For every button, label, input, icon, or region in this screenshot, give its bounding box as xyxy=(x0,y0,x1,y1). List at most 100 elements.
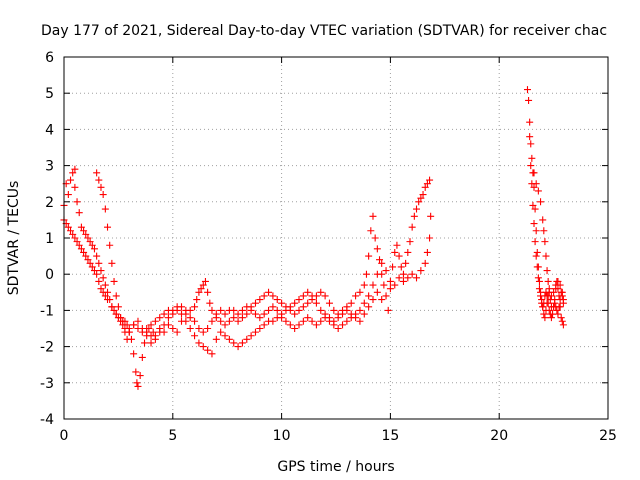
data-point xyxy=(373,245,381,253)
data-point xyxy=(286,303,294,311)
data-point xyxy=(151,335,159,343)
data-point xyxy=(141,339,149,347)
data-point xyxy=(199,328,207,336)
data-point xyxy=(527,162,535,170)
data-point xyxy=(291,325,299,332)
data-point xyxy=(544,277,552,285)
data-point xyxy=(421,183,429,191)
data-point xyxy=(69,230,77,238)
data-point xyxy=(93,169,101,177)
data-point xyxy=(212,314,220,322)
data-point xyxy=(530,183,538,191)
data-point xyxy=(339,321,347,329)
data-point xyxy=(82,252,90,260)
data-point xyxy=(269,317,277,325)
data-point xyxy=(404,274,412,282)
chart-title: Day 177 of 2021, Sidereal Day-to-day VTE… xyxy=(41,23,607,39)
data-point xyxy=(325,314,333,322)
data-point xyxy=(182,317,190,325)
data-point xyxy=(217,317,225,325)
data-point xyxy=(410,212,418,220)
data-point xyxy=(413,205,421,213)
data-point xyxy=(86,259,94,267)
data-point xyxy=(356,288,364,296)
data-point xyxy=(173,328,181,336)
data-point xyxy=(67,227,75,235)
data-point xyxy=(238,314,246,322)
data-point xyxy=(530,169,538,177)
data-point xyxy=(533,263,541,271)
data-point xyxy=(208,350,216,358)
data-point xyxy=(195,288,203,296)
data-point xyxy=(391,248,399,256)
data-point xyxy=(225,335,233,343)
data-point xyxy=(84,234,92,242)
data-point xyxy=(204,346,212,354)
data-point xyxy=(104,296,112,304)
data-point xyxy=(406,238,414,246)
data-point xyxy=(295,296,303,304)
y-tick-label: 1 xyxy=(45,231,54,247)
series-track-3 xyxy=(93,169,386,343)
data-point xyxy=(395,252,403,260)
data-point xyxy=(273,306,281,314)
data-point xyxy=(256,325,264,332)
data-point xyxy=(360,310,368,318)
data-point xyxy=(539,216,547,224)
data-point xyxy=(382,267,390,275)
data-point xyxy=(415,198,423,206)
data-point xyxy=(373,270,381,278)
data-point xyxy=(64,223,72,231)
y-tick-label: 3 xyxy=(45,159,54,175)
data-point xyxy=(334,314,342,322)
data-point xyxy=(559,296,567,304)
y-axis-label: SDTVAR / TECUs xyxy=(6,181,22,296)
data-point xyxy=(371,234,379,242)
data-point xyxy=(260,321,268,329)
data-point xyxy=(343,306,351,314)
data-point xyxy=(317,288,325,296)
data-point xyxy=(543,267,551,275)
data-point xyxy=(80,248,88,256)
data-point xyxy=(427,212,435,220)
data-point xyxy=(97,267,105,275)
series-track-6 xyxy=(530,169,567,304)
data-point xyxy=(523,86,531,94)
data-point xyxy=(108,259,116,267)
data-point xyxy=(112,292,120,300)
series-track-2 xyxy=(60,212,435,358)
data-point xyxy=(286,321,294,329)
data-point xyxy=(426,176,434,184)
data-point xyxy=(421,259,429,267)
data-point xyxy=(356,317,364,325)
data-point xyxy=(97,183,105,191)
data-point xyxy=(221,321,229,329)
data-point xyxy=(541,238,549,246)
data-point xyxy=(282,306,290,314)
data-point xyxy=(534,187,542,195)
data-point xyxy=(191,332,199,340)
data-point xyxy=(95,277,103,285)
y-tick-label: -2 xyxy=(40,340,54,356)
data-point xyxy=(151,317,159,325)
data-point xyxy=(386,277,394,285)
data-point xyxy=(545,285,553,293)
data-point xyxy=(352,292,360,300)
grid-lines xyxy=(64,57,608,419)
y-tick-label: 0 xyxy=(45,267,54,283)
data-point xyxy=(247,306,255,314)
data-point xyxy=(84,256,92,264)
data-point xyxy=(201,277,209,285)
data-point xyxy=(195,339,203,347)
data-point xyxy=(299,317,307,325)
data-point xyxy=(365,252,373,260)
data-point xyxy=(75,241,83,249)
data-point xyxy=(221,332,229,340)
data-point xyxy=(545,306,553,314)
x-tick-label: 15 xyxy=(381,428,399,444)
series-track-1 xyxy=(60,165,434,390)
data-point xyxy=(95,259,103,267)
data-point xyxy=(550,288,558,296)
data-point xyxy=(230,306,238,314)
data-point xyxy=(376,256,384,264)
